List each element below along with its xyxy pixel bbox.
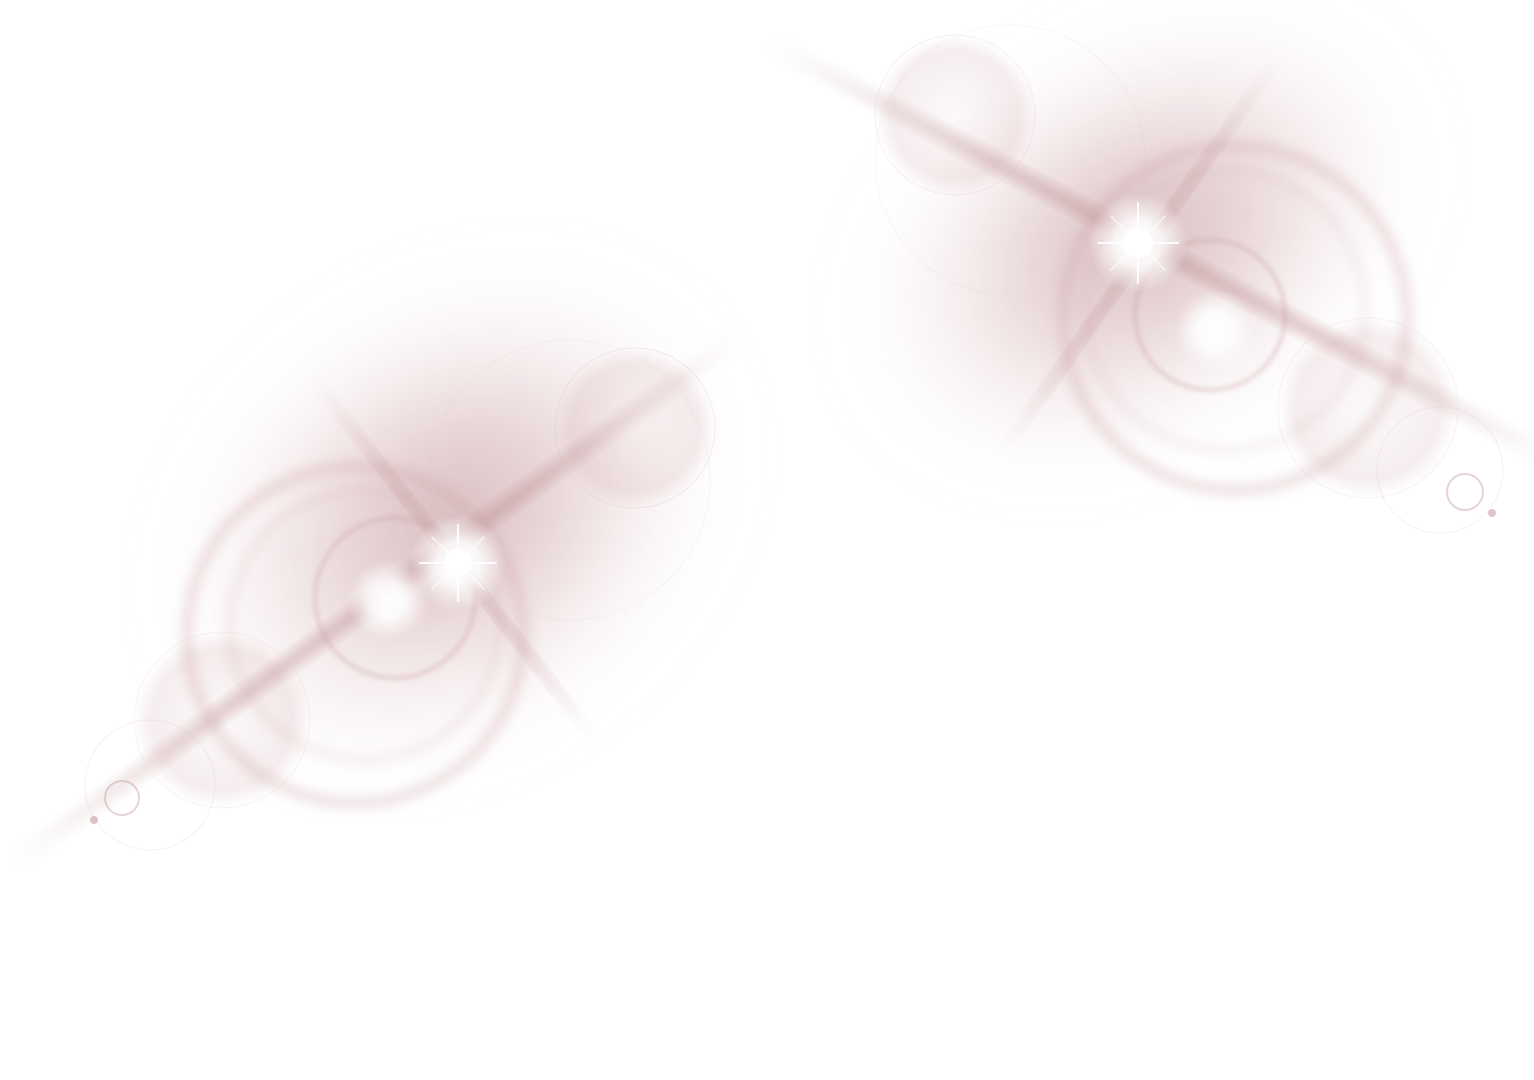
left-flare-secondary-core xyxy=(348,560,428,640)
right-flare-ghost-2 xyxy=(874,24,1146,296)
left-lens-flare xyxy=(12,241,756,866)
left-flare-ring-middle xyxy=(227,487,503,763)
right-flare-secondary-core xyxy=(1175,290,1255,370)
left-flare-ghost-2 xyxy=(429,339,711,621)
right-flare-dot xyxy=(1488,509,1496,517)
right-flare-ghost-5 xyxy=(1446,473,1484,511)
left-flare-ring-outer xyxy=(182,462,528,808)
left-flare-ghost-5 xyxy=(104,780,140,816)
left-flare-star-icon xyxy=(419,524,497,602)
right-flare-ghost-4 xyxy=(1376,406,1504,534)
left-flare-ghost-1 xyxy=(554,347,716,509)
right-lens-flare xyxy=(768,0,1534,534)
right-flare-star-icon xyxy=(1097,202,1179,284)
right-flare-ring-outer xyxy=(1058,141,1412,495)
right-flare-ring-middle xyxy=(1082,167,1368,453)
left-flare-dot xyxy=(90,816,98,824)
left-flare-ghost-4 xyxy=(84,719,216,851)
right-flare-ring-inner xyxy=(1132,237,1288,393)
left-flare-ghost-3 xyxy=(133,631,311,809)
right-flare-ghost-3 xyxy=(1277,317,1459,499)
right-flare-ghost-1 xyxy=(874,34,1036,196)
